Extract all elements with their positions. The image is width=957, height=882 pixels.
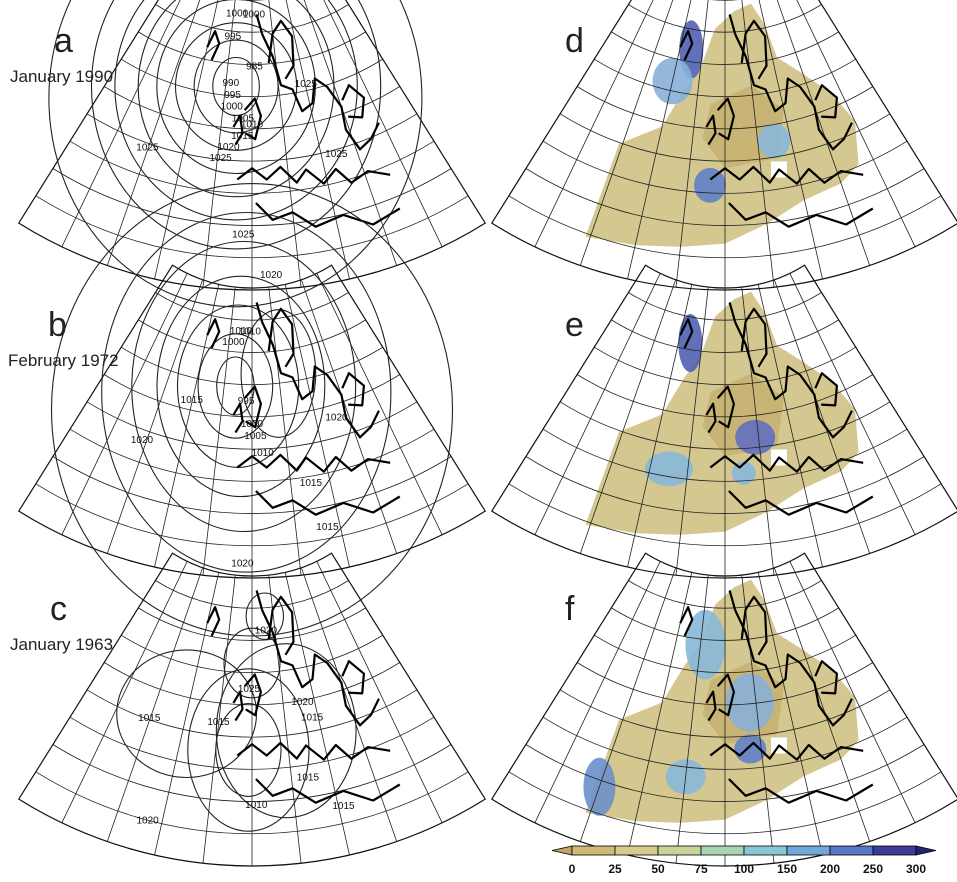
isobars bbox=[48, 0, 423, 308]
panel-label: f bbox=[565, 590, 575, 628]
colorbar-tick-label: 0 bbox=[569, 862, 576, 876]
colorbar-tick-label: 50 bbox=[651, 862, 665, 876]
isobar-label: 1025 bbox=[295, 79, 318, 90]
isobar-label: 1020 bbox=[291, 697, 314, 708]
isobar-label: 1020 bbox=[260, 270, 283, 281]
isobar-label: 995 bbox=[238, 396, 255, 407]
coastlines bbox=[679, 590, 874, 804]
graticule bbox=[35, 273, 469, 578]
isobar-label: 995 bbox=[224, 90, 241, 101]
isobar-label: 1025 bbox=[232, 230, 255, 241]
coastlines bbox=[679, 302, 874, 516]
isobar-label: 1015 bbox=[231, 131, 254, 142]
isobar-label: 1000 bbox=[243, 9, 266, 20]
isobar-label: 1020 bbox=[231, 558, 254, 569]
panel-label: c bbox=[50, 590, 67, 628]
isobar-label: 995 bbox=[225, 32, 242, 43]
isobar-label: 985 bbox=[246, 62, 263, 73]
colorbar-tick-label: 200 bbox=[820, 862, 840, 876]
panel-date: January 1963 bbox=[10, 635, 113, 654]
coastlines bbox=[206, 302, 401, 516]
map-frame bbox=[17, 0, 487, 291]
coastlines bbox=[679, 14, 874, 228]
colorbar-tick-label: 25 bbox=[608, 862, 622, 876]
isobar-label: 1000 bbox=[222, 337, 245, 348]
map-frame bbox=[17, 552, 487, 867]
colorbar-tick-label: 75 bbox=[694, 862, 708, 876]
isobar-label: 1020 bbox=[136, 816, 159, 827]
colorbar: 0 25 50 75 100 150 200 250 300 bbox=[551, 845, 937, 876]
isobar-map-panel: 1020 1025 1015 1015 1020 1015 1015 1010 1020 1015 bbox=[17, 552, 487, 867]
colorbar-tick-label: 150 bbox=[777, 862, 797, 876]
isobar-label: 1015 bbox=[207, 717, 230, 728]
isobar-label: 1010 bbox=[230, 326, 253, 337]
colorbar-tick-label: 250 bbox=[863, 862, 883, 876]
isobar-label: 1015 bbox=[316, 522, 339, 533]
precip-map-panel bbox=[490, 0, 957, 291]
isobar-label: 1025 bbox=[209, 153, 232, 164]
isobar-label: 1015 bbox=[300, 478, 323, 489]
isobar-label: 1025 bbox=[325, 149, 348, 160]
isobar-map-panel: 1010101010009951000100510101015102010201… bbox=[17, 183, 487, 637]
isobar-label: 1000 bbox=[226, 9, 249, 20]
isobar-label: 1000 bbox=[221, 101, 244, 112]
isobar-label: 1005 bbox=[232, 114, 255, 125]
colorbar-tick-label: 300 bbox=[906, 862, 926, 876]
precip-map-panel bbox=[490, 264, 957, 579]
coastlines bbox=[206, 590, 401, 804]
panel-label: e bbox=[565, 306, 584, 344]
isobar-label: 1020 bbox=[131, 435, 154, 446]
isobar-label: 1010 bbox=[252, 448, 275, 459]
precip-map-panel bbox=[490, 552, 957, 867]
map-frame bbox=[17, 264, 487, 579]
isobar-label: 1015 bbox=[332, 801, 355, 812]
isobar-label: 1005 bbox=[244, 431, 267, 442]
panel-label: b bbox=[48, 306, 67, 344]
isobar-label: 1015 bbox=[181, 395, 204, 406]
isobar-map-panel: 1000100099598599099510001005101010151020… bbox=[17, 0, 487, 308]
isobar-label: 1025 bbox=[238, 684, 261, 695]
isobar-label: 1025 bbox=[136, 143, 159, 154]
isobar-label: 1010 bbox=[245, 800, 268, 811]
colorbar-tick-label: 100 bbox=[734, 862, 754, 876]
isobar-label: 1020 bbox=[217, 142, 240, 153]
isobar-label: 1020 bbox=[325, 413, 348, 424]
panel-date: January 1990 bbox=[10, 67, 113, 86]
panel-label: a bbox=[54, 22, 73, 60]
coastlines bbox=[206, 14, 401, 228]
map-frame bbox=[490, 0, 957, 291]
graticule bbox=[508, 561, 942, 866]
isobar-label: 990 bbox=[222, 78, 239, 89]
isobar-label: 1010 bbox=[239, 326, 262, 337]
isobar-label: 1020 bbox=[255, 626, 278, 637]
map-frame bbox=[490, 264, 957, 579]
panel-label: d bbox=[565, 22, 584, 60]
isobar-label: 1015 bbox=[138, 713, 161, 724]
isobars bbox=[50, 183, 454, 637]
isobar-label: 1015 bbox=[301, 713, 324, 724]
isobar-label: 1015 bbox=[297, 772, 320, 783]
isobar-label: 1000 bbox=[241, 419, 264, 430]
isobar-label: 1010 bbox=[241, 120, 264, 131]
panel-date: February 1972 bbox=[8, 351, 119, 370]
